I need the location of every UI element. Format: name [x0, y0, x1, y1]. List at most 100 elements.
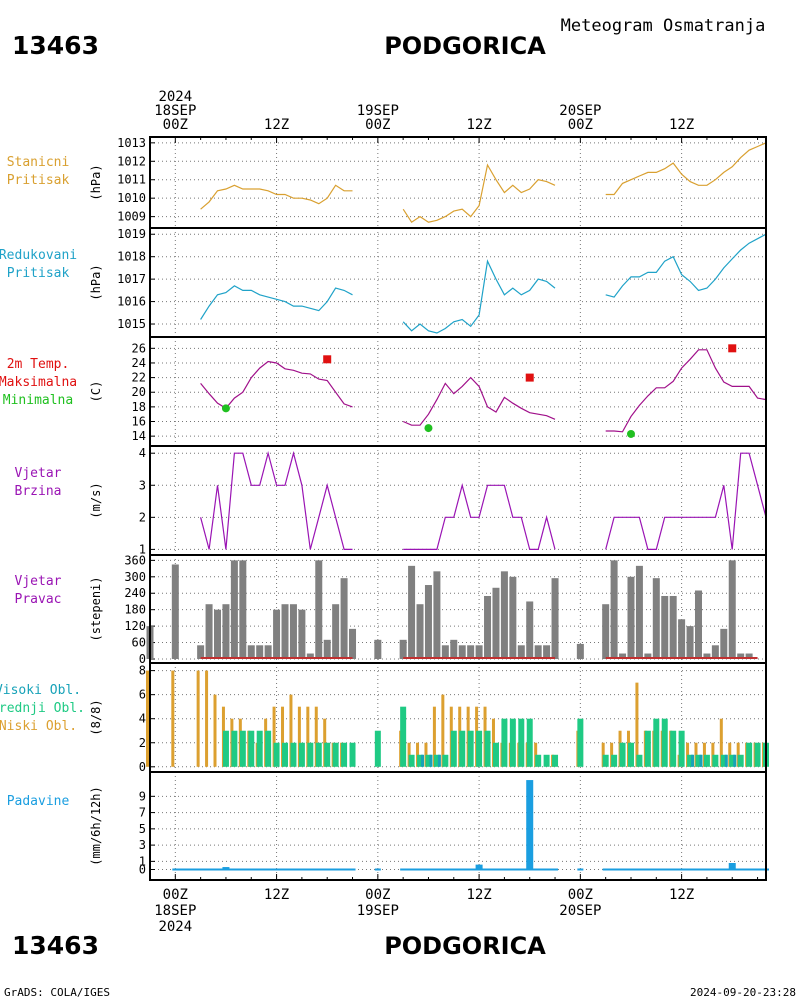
wind-direction-bar	[205, 604, 213, 659]
time-label-top: 20SEP	[559, 103, 601, 119]
series-line	[200, 184, 353, 210]
series-line	[403, 482, 556, 551]
time-label-bottom: 00Z	[365, 887, 390, 903]
cloud-bar	[611, 754, 618, 767]
panel-title: Visoki Obl.	[0, 683, 81, 698]
station-name-top: PODGORICA	[384, 32, 546, 60]
y-tick-label: 3	[139, 478, 146, 492]
cloud-bar	[213, 694, 217, 767]
y-tick-label: 1013	[117, 136, 146, 150]
series-line	[605, 452, 767, 551]
wind-direction-bar	[669, 595, 677, 659]
precip-bar	[728, 862, 736, 871]
credit-text: GrADS: COLA/IGES	[4, 986, 110, 999]
time-label-top: 12Z	[466, 117, 491, 133]
wind-direction-bar	[441, 645, 449, 659]
time-label-top: 19SEP	[357, 103, 399, 119]
time-label-top: 18SEP	[154, 103, 196, 119]
y-tick-label: 300	[124, 570, 146, 584]
render-timestamp: 2024-09-20-23:28	[690, 986, 796, 999]
panel-precipitation: 01 3 5 7 9 (mm/6h/12h) Padavine	[7, 771, 769, 881]
cloud-bar	[552, 754, 559, 767]
cloud-bar	[484, 730, 491, 767]
time-label-top: 2024	[158, 89, 192, 105]
cloud-bar	[146, 670, 149, 767]
wind-direction-bar	[509, 576, 517, 659]
cloud-bar	[509, 718, 516, 767]
cloud-bar	[314, 706, 318, 767]
wind-direction-bar	[323, 639, 331, 659]
y-tick-label: 26	[132, 341, 146, 355]
cloud-bar	[719, 718, 723, 767]
cloud-bar	[297, 706, 301, 767]
y-tick-label: 0	[139, 862, 146, 876]
wind-direction-bar	[306, 653, 314, 659]
y-tick-label: 0	[139, 652, 146, 666]
series-line	[605, 142, 767, 196]
cloud-bar	[526, 718, 533, 767]
series-line	[200, 285, 353, 320]
cloud-bar	[492, 742, 499, 767]
wind-direction-bar	[340, 578, 348, 659]
wind-direction-bar	[543, 645, 551, 659]
time-label-top: 00Z	[163, 117, 188, 133]
precip-bar	[475, 864, 483, 871]
series-line	[402, 259, 556, 334]
wind-direction-bar	[264, 645, 272, 659]
y-tick-label: 4	[139, 712, 146, 726]
cloud-bar	[282, 742, 289, 767]
min-temp-marker	[626, 429, 635, 438]
cloud-bar	[290, 742, 297, 767]
cloud-bar	[661, 718, 668, 767]
panel-frame	[149, 336, 767, 447]
cloud-bar	[720, 754, 727, 767]
y-tick-label: 3	[139, 838, 146, 852]
cloud-bar	[265, 730, 272, 767]
y-tick-label: 8	[139, 664, 146, 678]
cloud-bar	[703, 754, 710, 767]
wind-direction-bar	[416, 604, 424, 659]
precip-bar	[222, 867, 230, 871]
panel-pressure: 1009 1010 1011 1012 1013 (hPa) Stanicni Pritisa…	[7, 136, 767, 229]
panel-title: Padavine	[7, 794, 70, 809]
wind-direction-bar	[349, 628, 357, 659]
series-line	[605, 233, 767, 298]
wind-direction-bar	[720, 628, 728, 659]
wind-direction-bar	[703, 653, 711, 659]
wind-direction-bar	[635, 565, 643, 659]
y-tick-label: 18	[132, 400, 146, 414]
cloud-bar	[256, 730, 263, 767]
cloud-bar	[712, 754, 719, 767]
wind-direction-bar	[256, 645, 264, 659]
wind-direction-bar	[551, 578, 559, 659]
wind-direction-bar	[458, 645, 466, 659]
time-label-bottom: 12Z	[264, 887, 289, 903]
y-tick-label: 16	[132, 415, 146, 429]
series-line	[605, 349, 767, 433]
y-tick-label: 22	[132, 371, 146, 385]
y-tick-label: 1016	[117, 295, 146, 309]
cloud-bar	[437, 754, 441, 767]
station-id-bottom: 13463	[12, 931, 99, 960]
y-tick-label: 20	[132, 385, 146, 399]
cloud-bar	[450, 730, 457, 767]
wind-direction-bar	[273, 609, 281, 659]
station-id-top: 13463	[12, 31, 99, 60]
y-axis-title: (hPa)	[89, 164, 103, 200]
y-tick-label: 24	[132, 356, 146, 370]
cloud-bar	[441, 694, 445, 767]
cloud-bar	[324, 742, 331, 767]
y-axis-title: (hPa)	[89, 264, 103, 300]
cloud-bar	[518, 718, 525, 767]
cloud-bar	[171, 670, 175, 767]
wind-direction-bar	[644, 653, 652, 659]
time-label-bottom: 18SEP	[154, 903, 196, 919]
y-tick-label: 120	[124, 619, 146, 633]
time-label-bottom: 20SEP	[559, 903, 601, 919]
wind-direction-bar	[315, 560, 323, 659]
cloud-bar	[737, 754, 744, 767]
y-tick-label: 2	[139, 510, 146, 524]
wind-direction-bar	[214, 609, 222, 659]
cloud-bar	[231, 730, 238, 767]
